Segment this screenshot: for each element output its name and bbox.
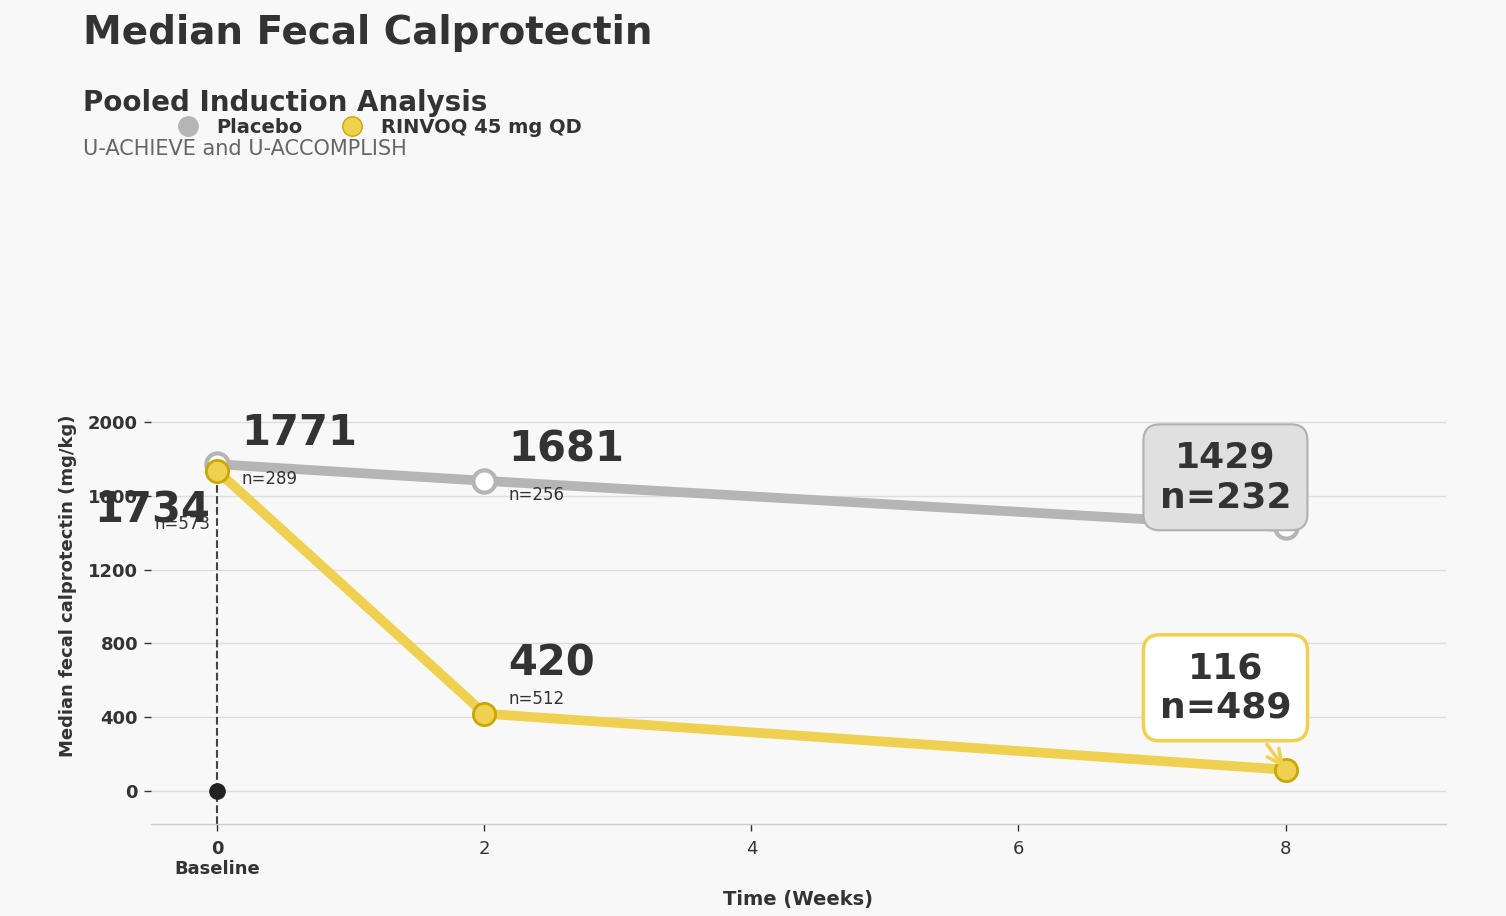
Text: Median Fecal Calprotectin: Median Fecal Calprotectin	[83, 14, 652, 51]
Text: Pooled Induction Analysis: Pooled Induction Analysis	[83, 89, 488, 117]
Text: 116
n=489: 116 n=489	[1160, 651, 1291, 764]
Text: n=573: n=573	[155, 516, 211, 533]
X-axis label: Time (Weeks): Time (Weeks)	[723, 889, 873, 909]
Text: 420: 420	[509, 642, 595, 684]
Text: 1771: 1771	[241, 412, 357, 454]
Legend: Placebo, RINVOQ 45 mg QD: Placebo, RINVOQ 45 mg QD	[160, 110, 589, 145]
Text: n=512: n=512	[509, 690, 565, 708]
Text: 1681: 1681	[509, 429, 625, 471]
Text: 1734: 1734	[95, 489, 211, 531]
Text: 1429
n=232: 1429 n=232	[1160, 441, 1291, 524]
Text: n=256: n=256	[509, 486, 565, 505]
Text: U-ACHIEVE and U-ACCOMPLISH: U-ACHIEVE and U-ACCOMPLISH	[83, 139, 407, 159]
Text: n=289: n=289	[241, 470, 297, 487]
Y-axis label: Median fecal calprotectin (mg/kg): Median fecal calprotectin (mg/kg)	[59, 415, 77, 758]
